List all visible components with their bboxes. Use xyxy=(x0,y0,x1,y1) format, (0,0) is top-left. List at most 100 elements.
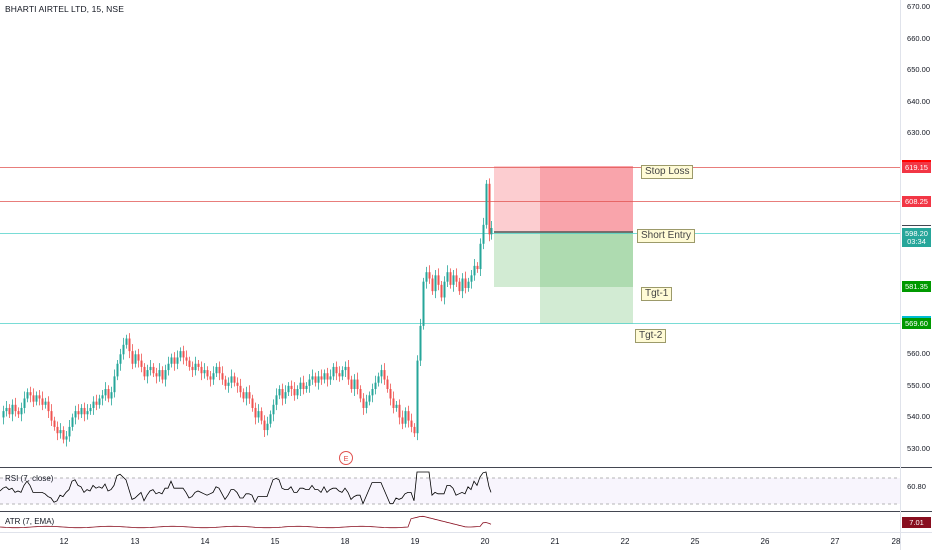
target-1-label[interactable]: Tgt-1 xyxy=(641,287,673,301)
rsi-label[interactable]: RSI (7, close) xyxy=(5,474,54,483)
target-2-zone[interactable] xyxy=(540,287,633,324)
stop-loss-zone-right[interactable] xyxy=(540,166,633,232)
stop-loss-label[interactable]: Stop Loss xyxy=(641,165,694,179)
candle-body xyxy=(209,376,212,380)
candle-body xyxy=(152,366,155,374)
candle-body xyxy=(59,430,62,434)
price-tag: 569.60 xyxy=(902,318,931,330)
candle-body xyxy=(380,370,383,377)
candle-body xyxy=(53,420,56,427)
candle-body xyxy=(356,379,359,390)
candle-body xyxy=(200,366,203,374)
candle-body xyxy=(479,243,482,270)
target-2-label[interactable]: Tgt-2 xyxy=(635,329,667,343)
candle-body xyxy=(131,351,134,364)
date-axis-tick: 12 xyxy=(59,537,69,546)
candle-body xyxy=(458,281,461,292)
candle-body xyxy=(413,426,416,434)
candle-body xyxy=(233,376,236,383)
candle-body xyxy=(245,392,248,399)
price-tag: 598.20 xyxy=(902,228,931,240)
candle-body xyxy=(299,382,302,390)
candle-body xyxy=(14,404,17,412)
candle-body xyxy=(332,366,335,377)
candle-body xyxy=(230,376,233,383)
candle-body xyxy=(260,411,263,421)
candle-body xyxy=(395,404,398,408)
candle-body xyxy=(167,363,170,371)
stop-loss-zone-left[interactable] xyxy=(494,166,540,232)
candle-body xyxy=(428,272,431,279)
candle-body xyxy=(476,265,479,270)
price-tag: 581.35 xyxy=(902,281,931,293)
candle-body xyxy=(284,392,287,399)
price-axis-tick: 540.00 xyxy=(907,412,930,422)
candle-body xyxy=(221,373,224,380)
symbol-title[interactable]: BHARTI AIRTEL LTD, 15, NSE xyxy=(5,4,124,14)
candle-body xyxy=(176,357,179,364)
candle-body xyxy=(218,366,221,374)
candle-body xyxy=(470,275,473,282)
candle-body xyxy=(449,272,452,285)
candle-body xyxy=(35,395,38,402)
candle-body xyxy=(425,272,428,282)
candle-body xyxy=(47,401,50,412)
candle-body xyxy=(353,379,356,390)
candle-body xyxy=(326,373,329,380)
rsi-value: 60.80 xyxy=(902,481,931,492)
target-1-zone-left[interactable] xyxy=(494,232,540,287)
candle-body xyxy=(293,389,296,396)
price-axis-tick: 670.00 xyxy=(907,2,930,11)
date-axis-tick: 21 xyxy=(550,537,560,546)
candle-body xyxy=(461,278,464,292)
candle-body xyxy=(185,357,188,361)
candle-body xyxy=(128,338,131,352)
date-axis-tick: 25 xyxy=(690,537,700,546)
candle-body xyxy=(206,370,209,377)
price-series[interactable] xyxy=(2,178,493,447)
candle-body xyxy=(389,389,392,399)
candle-body xyxy=(287,385,290,393)
candle-body xyxy=(122,344,125,355)
rsi-line xyxy=(0,471,492,505)
candle-body xyxy=(419,325,422,361)
target-1-zone-right[interactable] xyxy=(540,232,633,287)
earnings-event-icon[interactable]: E xyxy=(339,451,353,465)
candle-body xyxy=(467,281,470,288)
short-entry-label[interactable]: Short Entry xyxy=(637,229,696,243)
candle-body xyxy=(314,376,317,383)
candle-body xyxy=(212,373,215,380)
price-axis-tick: 660.00 xyxy=(907,33,930,43)
candle-body xyxy=(305,385,308,390)
candle-body xyxy=(347,366,350,380)
date-axis-tick: 14 xyxy=(200,537,210,546)
candle-body xyxy=(113,376,116,393)
candle-body xyxy=(98,398,101,405)
candle-body xyxy=(473,265,476,276)
candle-body xyxy=(257,411,260,418)
candle-body xyxy=(329,376,332,380)
candle-body xyxy=(308,379,311,386)
candle-body xyxy=(158,370,161,377)
candle-body xyxy=(197,363,200,367)
candle-body xyxy=(416,360,419,434)
candle-body xyxy=(239,385,242,393)
candle-body xyxy=(251,398,254,408)
date-axis-tick: 22 xyxy=(620,537,630,546)
candle-body xyxy=(41,398,44,405)
candle-body xyxy=(437,275,440,285)
atr-label[interactable]: ATR (7, EMA) xyxy=(5,517,55,526)
candle-body xyxy=(80,407,83,415)
candle-body xyxy=(86,411,89,415)
candle-body xyxy=(350,379,353,390)
candle-body xyxy=(383,370,386,380)
candle-body xyxy=(71,417,74,427)
candle-body xyxy=(365,401,368,408)
candle-body xyxy=(17,411,20,415)
candle-body xyxy=(446,272,449,282)
candle-body xyxy=(23,398,26,408)
candle-body xyxy=(44,401,47,405)
candle-body xyxy=(482,224,485,244)
